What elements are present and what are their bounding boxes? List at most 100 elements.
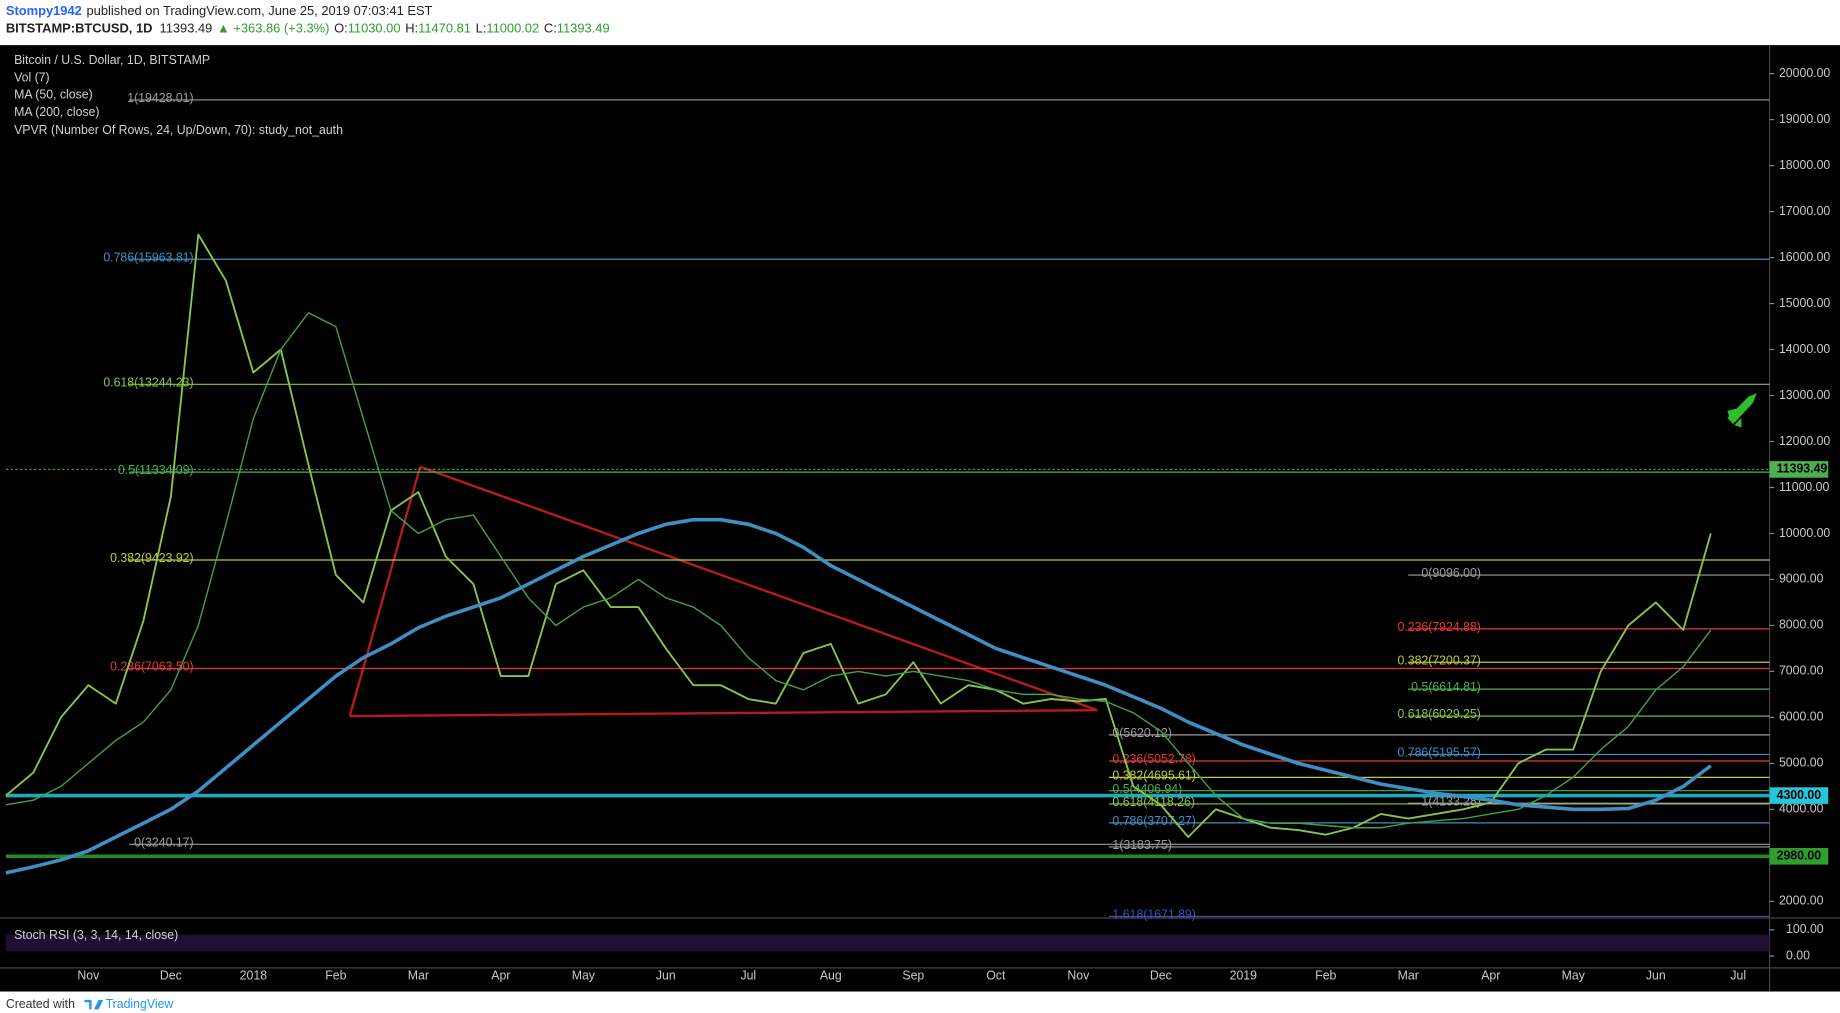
x-tick-label: Jun	[656, 968, 676, 982]
fib-label: 0.382(4695.61)	[1112, 768, 1195, 782]
x-tick-label: Dec	[1150, 968, 1172, 982]
fib-label: 0.5(4406.94)	[1112, 782, 1182, 796]
header-bg	[0, 0, 1840, 46]
rocket-icon	[1727, 393, 1757, 428]
fib-label: 0(3240.17)	[134, 835, 194, 849]
tv-logo	[84, 999, 104, 1010]
author: Stompy1942	[6, 3, 82, 18]
legend-ma200: MA (200, close)	[14, 105, 99, 119]
y-tick-label: 12000.00	[1779, 434, 1830, 448]
y-tick-label: 4000.00	[1779, 802, 1824, 816]
rsi-tick-label: 0.00	[1786, 948, 1810, 962]
price-tag-label: 2980.00	[1777, 849, 1822, 863]
chart-bg	[0, 45, 1840, 992]
y-tick-label: 6000.00	[1779, 710, 1824, 724]
x-tick-label: Sep	[902, 968, 924, 982]
high: 11470.81	[418, 21, 471, 36]
y-tick-label: 18000.00	[1779, 158, 1830, 172]
price-line	[5, 233, 1712, 838]
fib-label: 1(19428.01)	[127, 91, 193, 105]
y-tick-label: 16000.00	[1779, 250, 1830, 264]
y-tick-label: 19000.00	[1779, 112, 1830, 126]
x-tick-label: Jul	[740, 968, 756, 982]
x-tick-label: Oct	[986, 968, 1006, 982]
y-tick-label: 11000.00	[1779, 480, 1830, 494]
fib-label: 1.618(1671.89)	[1112, 907, 1195, 921]
rsi-band	[5, 934, 1770, 952]
low-label: L:	[476, 21, 487, 36]
legend-study: VPVR (Number Of Rows, 24, Up/Down, 70): …	[14, 123, 343, 137]
low: 11000.02	[486, 21, 539, 36]
fib-label: 0.5(11334.09)	[118, 463, 194, 477]
x-tick-label: Apr	[1481, 968, 1500, 982]
plot-layer: 2000.003000.004000.005000.006000.007000.…	[5, 66, 1830, 982]
y-tick-label: 9000.00	[1779, 572, 1824, 586]
x-tick-label: 2018	[240, 968, 267, 982]
footer-text: Created with	[6, 997, 75, 1011]
x-tick-label: May	[1562, 968, 1586, 982]
last-price: 11393.49	[159, 21, 212, 36]
x-tick-label: Dec	[160, 968, 182, 982]
price-tag	[1769, 847, 1829, 865]
fib-label: 0.236(5052.78)	[1112, 752, 1195, 766]
y-tick-label: 5000.00	[1779, 756, 1824, 770]
footer-bg	[0, 991, 1840, 1013]
price-tag	[1769, 461, 1829, 478]
header-line-1: Stompy1942 published on TradingView.com, …	[6, 3, 433, 18]
y-tick-label: 7000.00	[1779, 664, 1824, 678]
close: 11393.49	[557, 21, 610, 36]
fib-label: 0.236(7063.50)	[110, 660, 193, 674]
x-tick-label: 2019	[1230, 968, 1257, 982]
x-tick-label: Nov	[1067, 968, 1090, 982]
open-label: O:	[334, 21, 348, 36]
y-tick-label: 8000.00	[1779, 618, 1824, 632]
open: 11030.00	[348, 21, 401, 36]
ma-line	[5, 517, 1712, 875]
x-tick-label: Nov	[77, 968, 100, 982]
ma-line	[5, 312, 1712, 829]
symbol: BITSTAMP:BTCUSD, 1D	[6, 21, 153, 36]
fib-label: 0.236(7924.88)	[1397, 620, 1480, 634]
price-tag	[1769, 787, 1829, 804]
x-tick-label: Aug	[820, 968, 842, 982]
triangle-drawing	[348, 465, 1098, 718]
x-tick-label: Mar	[408, 968, 429, 982]
header-line-2: BITSTAMP:BTCUSD, 1D 11393.49 ▲ +363.86 (+3…	[6, 21, 610, 36]
x-tick-label: Jun	[1646, 968, 1666, 982]
trendline	[349, 708, 1098, 718]
high-label: H:	[405, 21, 418, 36]
close-label: C:	[544, 21, 557, 36]
legend-study: Vol (7)	[14, 71, 50, 85]
trendline	[419, 465, 1098, 712]
fib-label: 0.618(13244.23)	[103, 375, 193, 389]
x-tick-label: Feb	[325, 968, 346, 982]
fib-label: 0.786(5195.57)	[1397, 745, 1480, 759]
footer-brand: TradingView	[106, 997, 174, 1011]
y-tick-label: 2000.00	[1779, 894, 1824, 908]
trendline	[348, 466, 422, 717]
y-tick-label: 14000.00	[1779, 342, 1830, 356]
y-tick-label: 13000.00	[1779, 388, 1830, 402]
x-tick-label: Apr	[491, 968, 510, 982]
fib-label: 0(9096.00)	[1421, 566, 1481, 580]
y-tick-label: 10000.00	[1779, 526, 1830, 540]
fib-label: 0.618(4118.26)	[1112, 795, 1195, 809]
published: published on TradingView.com, June 25, 2…	[87, 3, 433, 18]
rsi-title: Stoch RSI (3, 3, 14, 14, close)	[14, 928, 178, 942]
y-tick-label: 15000.00	[1779, 296, 1830, 310]
x-tick-label: Mar	[1398, 968, 1419, 982]
x-tick-label: Feb	[1315, 968, 1336, 982]
legend-ma50: MA (50, close)	[14, 87, 93, 101]
legend-main: Bitcoin / U.S. Dollar, 1D, BITSTAMP	[14, 53, 210, 67]
price-tag-label: 4300.00	[1777, 788, 1822, 802]
fib-label: 0.382(9423.92)	[110, 551, 193, 565]
fib-label: 0.382(7200.37)	[1397, 653, 1480, 667]
rsi-tick-label: 100.00	[1786, 922, 1824, 936]
fib-label: 0.786(15963.81)	[103, 250, 193, 264]
y-tick-label: 17000.00	[1779, 204, 1830, 218]
fib-label: 0.786(3707.27)	[1112, 814, 1195, 828]
x-tick-label: Jul	[1730, 968, 1746, 982]
y-tick-label: 20000.00	[1779, 66, 1830, 80]
